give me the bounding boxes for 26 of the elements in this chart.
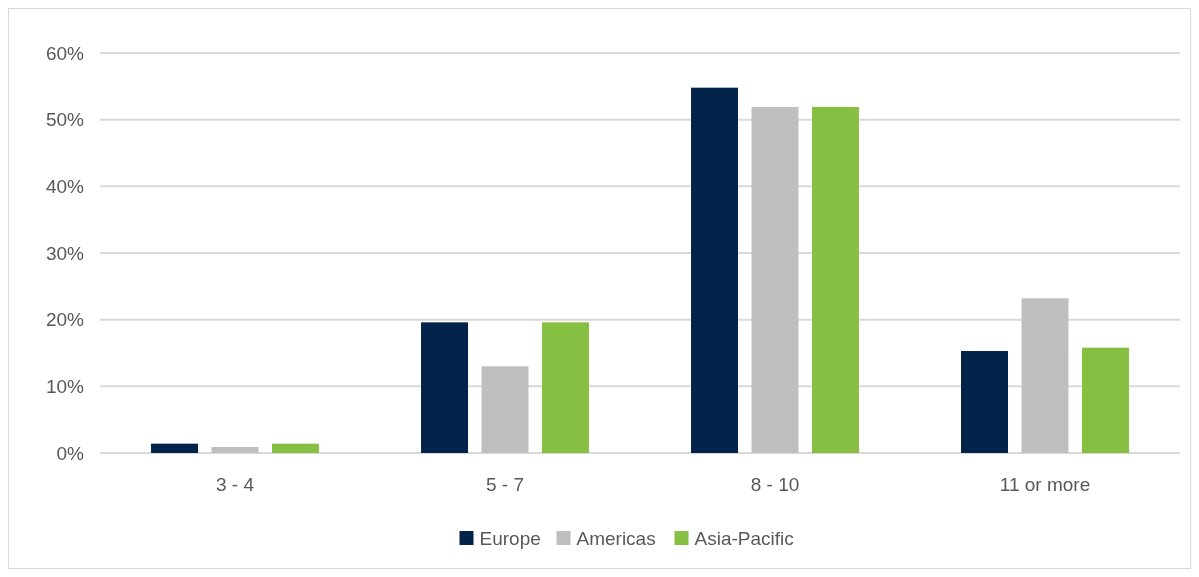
y-tick-label: 40%	[45, 175, 85, 197]
bar	[1081, 347, 1129, 453]
y-tick-label: 30%	[45, 242, 85, 264]
bar	[811, 107, 859, 453]
y-tick-label: 10%	[45, 375, 85, 397]
bar	[211, 447, 259, 453]
bar	[481, 366, 529, 453]
legend-label: Europe	[479, 527, 541, 549]
bar	[691, 87, 739, 453]
legend-label: Americas	[576, 527, 656, 549]
x-tick-label: 3 - 4	[215, 474, 255, 495]
bar	[961, 351, 1009, 453]
x-tick-label: 11 or more	[999, 474, 1091, 495]
y-tick-label: 20%	[45, 309, 85, 331]
y-tick-label: 50%	[45, 109, 85, 131]
bar	[271, 443, 319, 453]
x-tick-label: 5 - 7	[485, 474, 525, 495]
legend-label: Asia-Pacific	[694, 527, 794, 549]
x-tick-label: 8 - 10	[750, 474, 800, 495]
y-tick-label: 0%	[56, 442, 85, 464]
y-tick-label: 60%	[45, 42, 85, 64]
bar	[1021, 298, 1069, 453]
bar	[751, 107, 799, 453]
bar	[541, 322, 589, 453]
bar	[151, 443, 199, 453]
bar	[421, 322, 469, 453]
